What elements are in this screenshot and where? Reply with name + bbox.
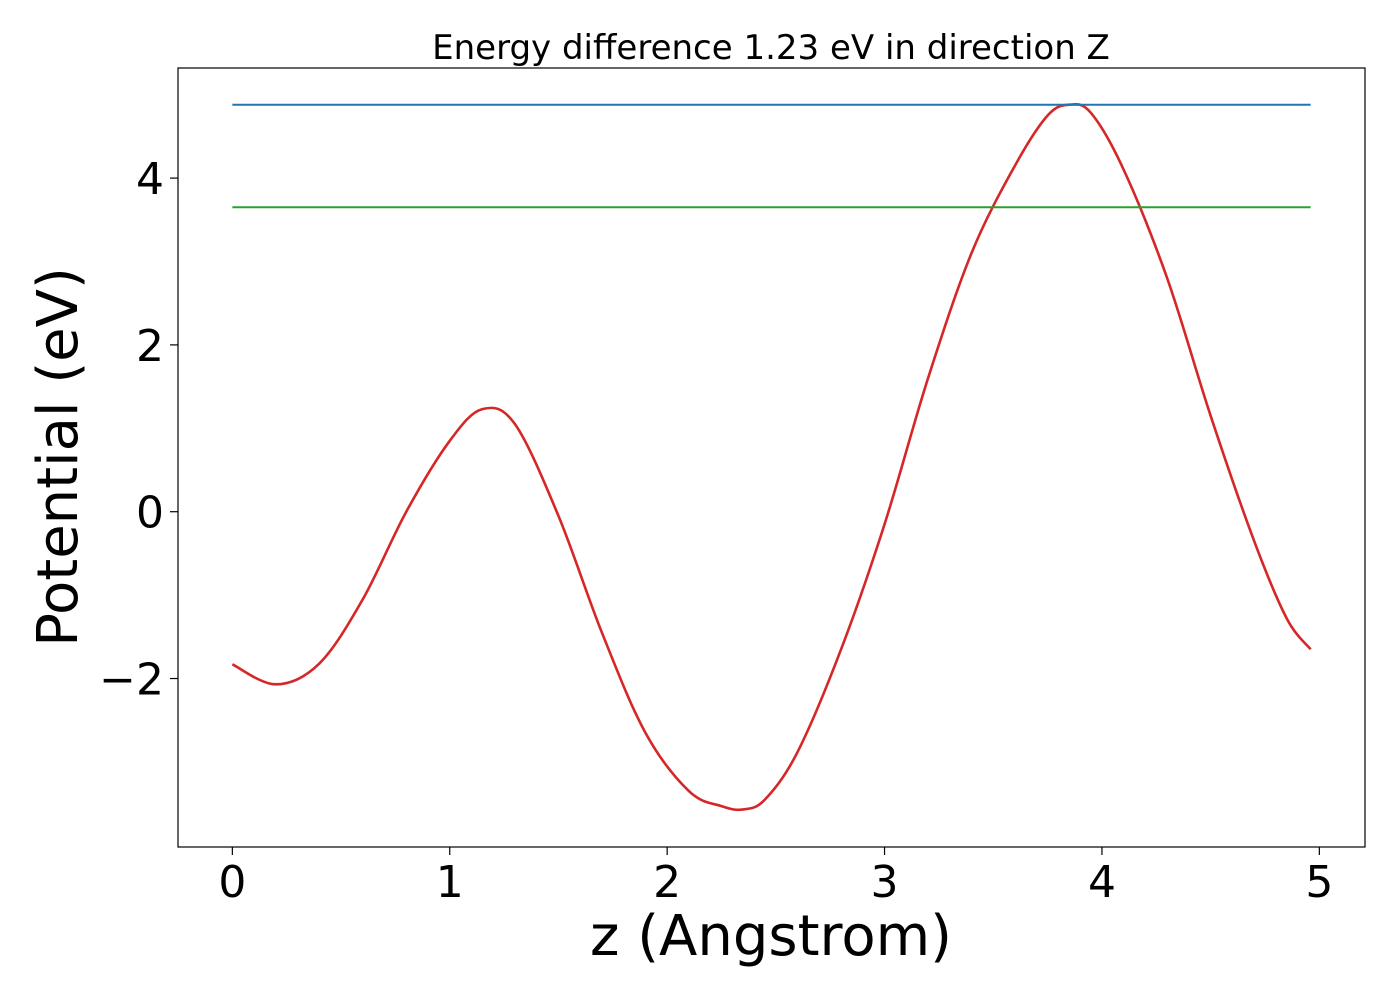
y-tick-label: 4 [136, 154, 164, 205]
x-tick-label: 2 [653, 857, 681, 908]
y-tick-label: 2 [136, 321, 164, 372]
y-tick-label: −2 [99, 655, 164, 706]
y-axis-ticks: −2 0 2 4 [99, 154, 178, 706]
x-tick-label: 1 [436, 857, 464, 908]
plot-area [177, 67, 1366, 848]
x-axis-label: z (Angstrom) [590, 904, 952, 969]
x-tick-label: 4 [1088, 857, 1116, 908]
y-tick-label: 0 [136, 488, 164, 539]
chart-title: Energy difference 1.23 eV in direction Z [432, 28, 1110, 68]
series-layer [231, 102, 1312, 812]
x-tick-label: 5 [1305, 857, 1333, 908]
y-axis-label: Potential (eV) [26, 267, 91, 647]
x-tick-label: 0 [218, 857, 246, 908]
x-tick-label: 3 [871, 857, 899, 908]
potential-line [231, 102, 1312, 812]
x-axis-ticks: 0 1 2 3 4 5 [218, 847, 1333, 908]
